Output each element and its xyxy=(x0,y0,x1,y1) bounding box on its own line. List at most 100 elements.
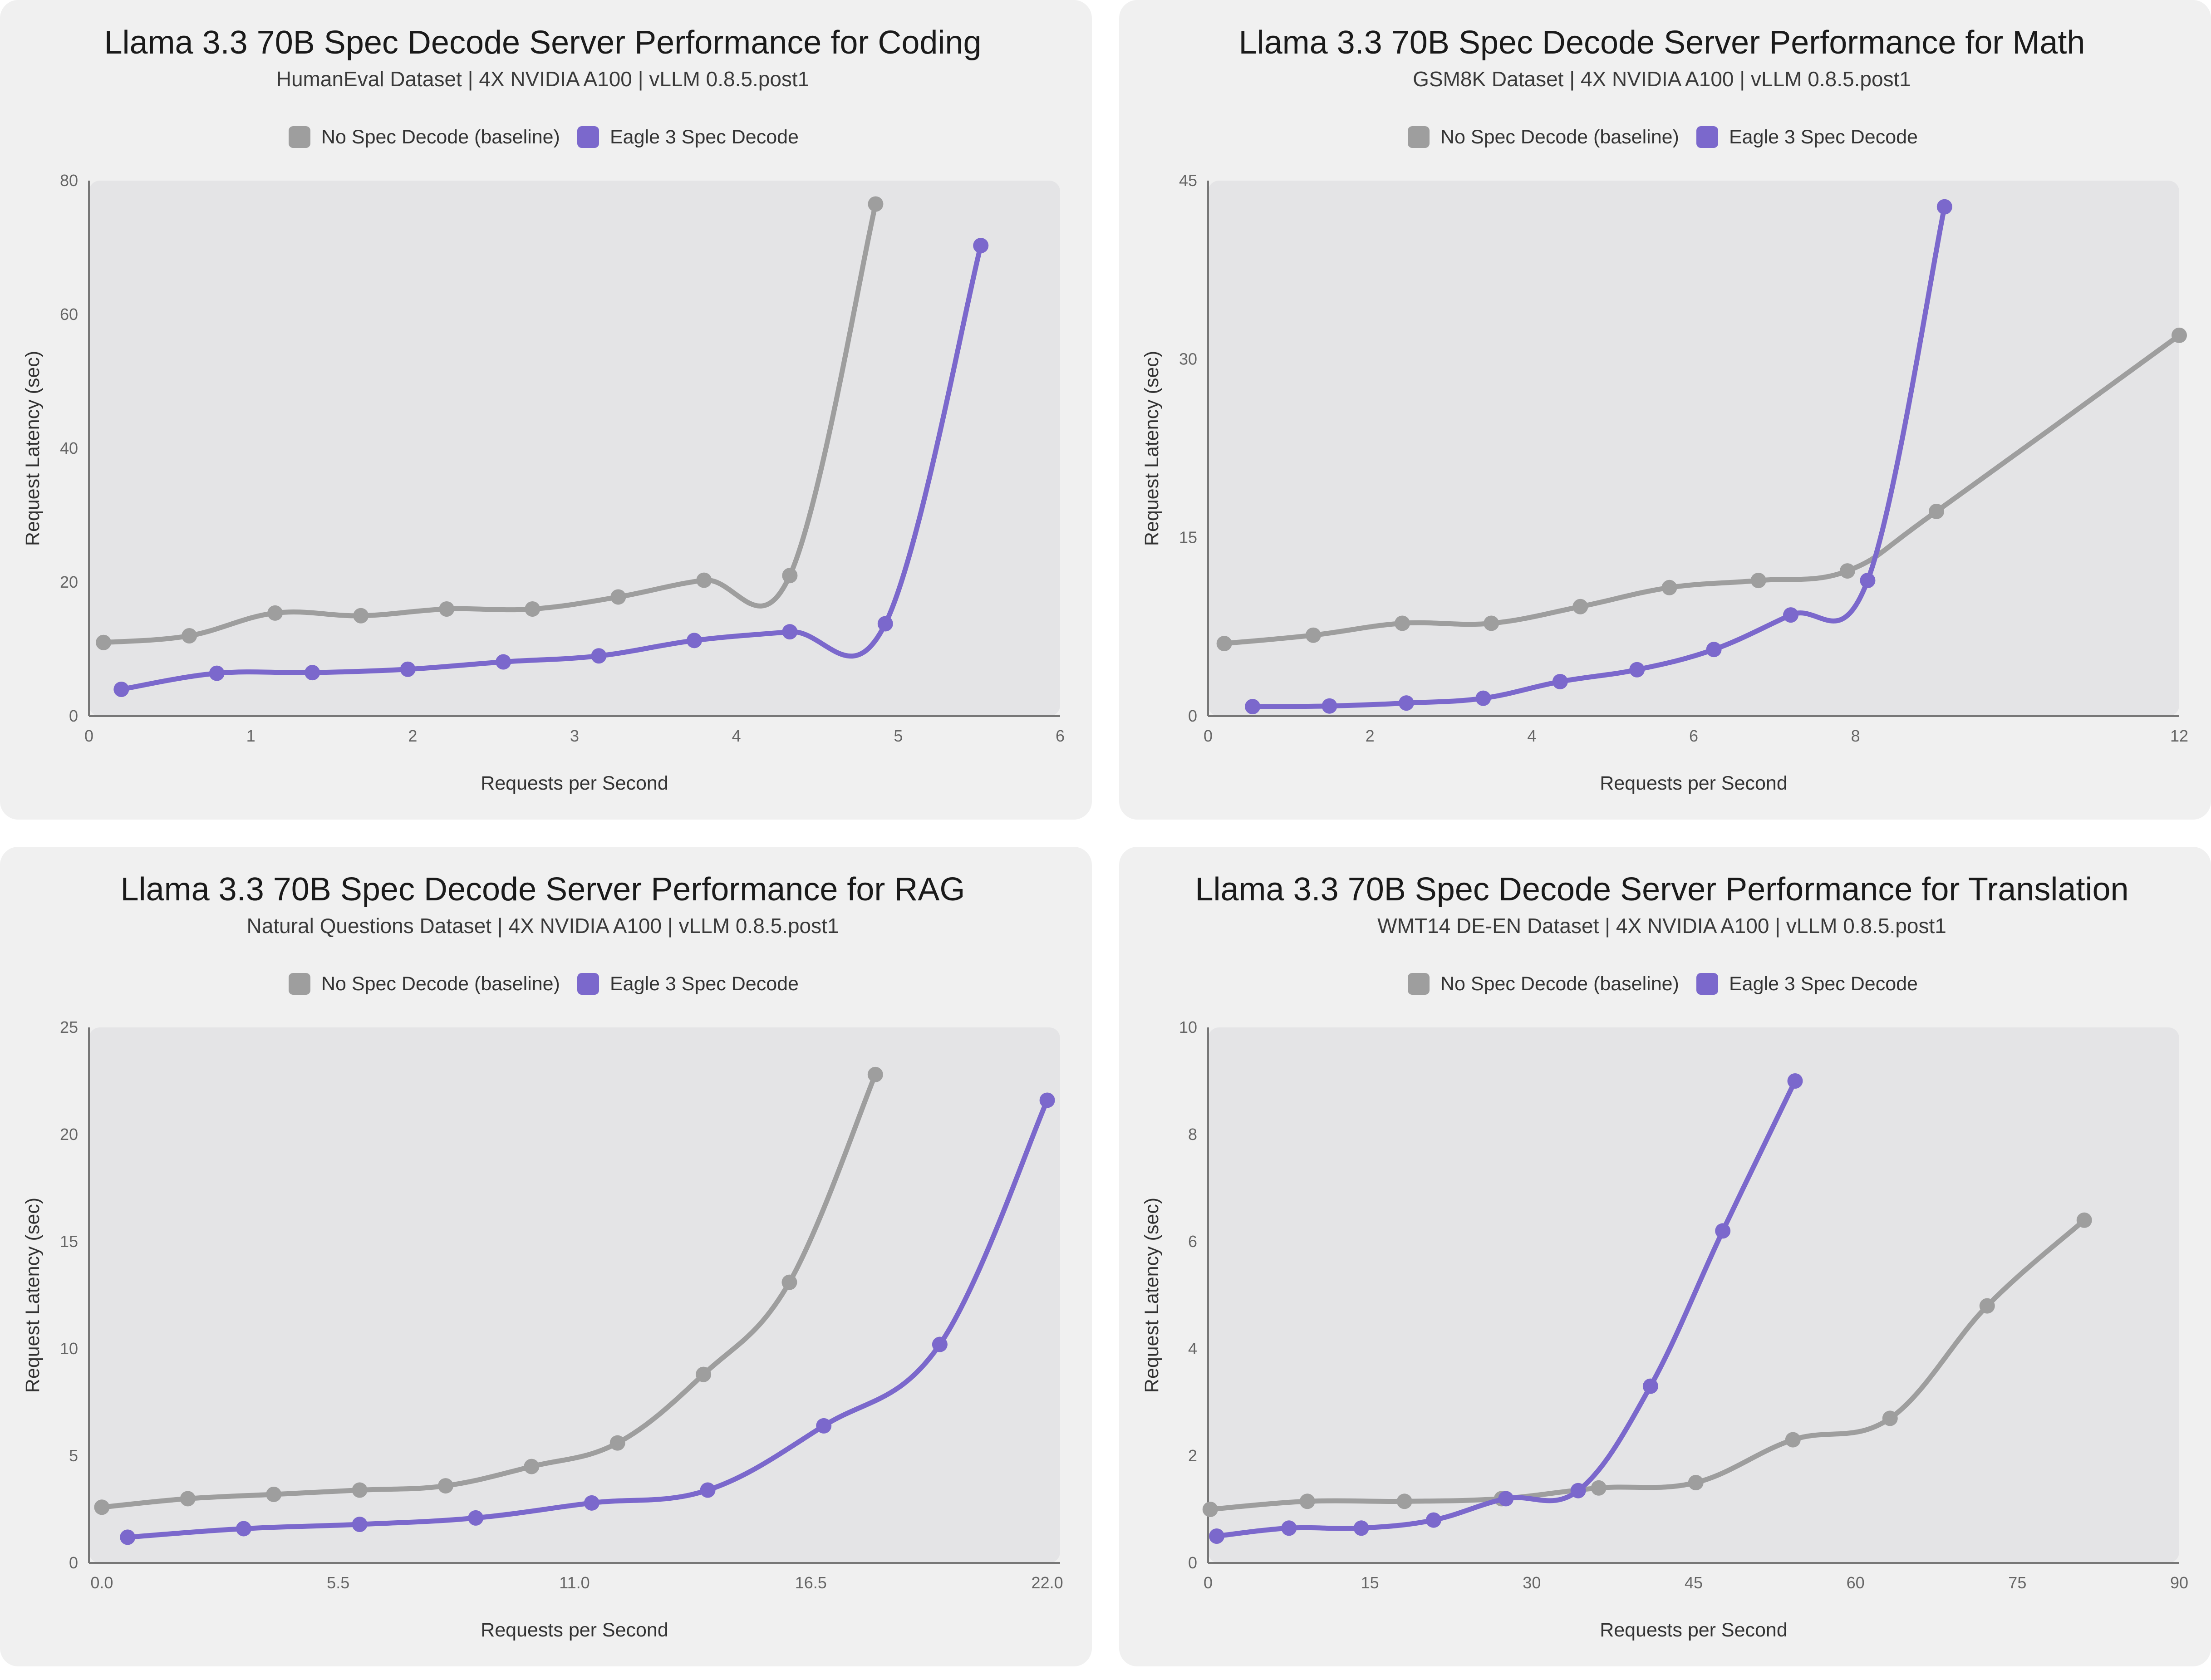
data-point xyxy=(877,616,893,632)
chart-subtitle: GSM8K Dataset | 4X NVIDIA A100 | vLLM 0.… xyxy=(1413,67,1911,91)
series-eagle xyxy=(1209,1073,1803,1544)
x-tick-label: 30 xyxy=(1523,1573,1541,1592)
legend-label: No Spec Decode (baseline) xyxy=(1440,126,1679,148)
legend: No Spec Decode (baseline) Eagle 3 Spec De… xyxy=(289,126,799,148)
data-point xyxy=(696,1366,712,1382)
chart-title: Llama 3.3 70B Spec Decode Server Perform… xyxy=(1239,25,2085,61)
panel-gap-notch xyxy=(1092,0,1119,14)
data-point xyxy=(1305,627,1321,643)
chart-title: Llama 3.3 70B Spec Decode Server Perform… xyxy=(104,25,981,61)
legend-swatch xyxy=(1408,126,1430,148)
panel-gap-notch xyxy=(1092,1653,1119,1680)
data-point xyxy=(1484,615,1499,631)
y-tick-label: 0 xyxy=(69,707,78,725)
y-tick-label: 15 xyxy=(1179,528,1197,547)
data-point xyxy=(182,628,197,644)
data-point xyxy=(1839,563,1855,579)
x-tick-label: 90 xyxy=(2170,1573,2188,1592)
data-point xyxy=(591,648,607,664)
data-point xyxy=(1979,1298,1995,1314)
panel-gap-notch xyxy=(2197,820,2211,847)
legend-swatch xyxy=(1408,973,1430,995)
legend-label: Eagle 3 Spec Decode xyxy=(1729,973,1918,995)
data-point xyxy=(1688,1475,1704,1490)
x-tick-label: 5 xyxy=(894,727,903,745)
series-eagle xyxy=(1245,199,1952,715)
data-point xyxy=(120,1529,136,1545)
chart-panel-coding: Llama 3.3 70B Spec Decode Server Perform… xyxy=(0,0,1092,820)
legend-label: No Spec Decode (baseline) xyxy=(1440,973,1679,995)
x-tick-label: 2 xyxy=(408,727,417,745)
legend-label: Eagle 3 Spec Decode xyxy=(610,126,799,148)
series-line xyxy=(1250,204,1947,709)
data-point xyxy=(1202,1502,1218,1517)
data-point xyxy=(1936,199,1952,215)
data-point xyxy=(1396,1493,1412,1509)
data-point xyxy=(816,1418,832,1434)
legend-label: No Spec Decode (baseline) xyxy=(321,126,560,148)
data-point xyxy=(1572,599,1588,614)
y-axis-label: Request Latency (sec) xyxy=(1141,1198,1163,1393)
legend-label: Eagle 3 Spec Decode xyxy=(610,973,799,995)
data-point xyxy=(94,1499,110,1515)
data-point xyxy=(932,1336,948,1352)
data-point xyxy=(1425,1512,1441,1528)
panel-gap-notch xyxy=(0,820,14,847)
data-point xyxy=(1299,1493,1315,1509)
data-point xyxy=(524,1459,540,1474)
x-tick-label: 4 xyxy=(1527,727,1536,745)
chart-subtitle: Natural Questions Dataset | 4X NVIDIA A1… xyxy=(247,914,839,938)
legend-swatch xyxy=(1696,126,1718,148)
y-tick-label: 8 xyxy=(1188,1125,1197,1144)
data-point xyxy=(1785,1432,1801,1448)
plot-area xyxy=(89,1027,1060,1563)
chart-title: Llama 3.3 70B Spec Decode Server Perform… xyxy=(121,871,965,908)
data-point xyxy=(1706,642,1722,658)
data-point xyxy=(609,1435,625,1451)
x-tick-label: 8 xyxy=(1851,727,1860,745)
data-point xyxy=(1661,580,1677,595)
data-point xyxy=(2076,1212,2092,1228)
x-axis-label: Requests per Second xyxy=(1600,1619,1788,1641)
x-tick-label: 22.0 xyxy=(1032,1573,1063,1592)
legend-label: No Spec Decode (baseline) xyxy=(321,973,560,995)
data-point xyxy=(1783,607,1798,623)
chart-math: Llama 3.3 70B Spec Decode Server Perform… xyxy=(1141,25,2188,794)
data-point xyxy=(1475,690,1491,706)
legend-swatch xyxy=(289,973,310,995)
data-point xyxy=(1787,1073,1803,1089)
data-point xyxy=(1929,503,1944,519)
data-point xyxy=(400,661,416,677)
series-eagle xyxy=(113,238,989,697)
data-point xyxy=(439,601,455,617)
chart-coding: Llama 3.3 70B Spec Decode Server Perform… xyxy=(22,25,1065,794)
data-point xyxy=(1498,1491,1514,1507)
data-point xyxy=(1642,1378,1658,1394)
data-point xyxy=(496,654,511,670)
data-point xyxy=(584,1495,599,1511)
data-point xyxy=(610,589,626,605)
x-tick-label: 45 xyxy=(1685,1573,1703,1592)
plot-area xyxy=(1208,181,2179,716)
data-point xyxy=(781,1274,797,1290)
y-tick-label: 0 xyxy=(69,1553,78,1572)
y-tick-label: 10 xyxy=(60,1339,78,1358)
x-tick-label: 15 xyxy=(1361,1573,1379,1592)
chart-rag: Llama 3.3 70B Spec Decode Server Perform… xyxy=(22,871,1063,1641)
series-eagle xyxy=(120,1092,1055,1545)
y-tick-label: 40 xyxy=(60,439,78,457)
chart-panel-math: Llama 3.3 70B Spec Decode Server Perform… xyxy=(1119,0,2211,820)
data-point xyxy=(868,196,884,212)
y-tick-label: 0 xyxy=(1188,1553,1197,1572)
x-tick-label: 11.0 xyxy=(559,1573,590,1592)
y-tick-label: 4 xyxy=(1188,1339,1197,1358)
x-tick-label: 0 xyxy=(84,727,93,745)
data-point xyxy=(468,1510,484,1526)
x-tick-label: 6 xyxy=(1689,727,1698,745)
x-tick-label: 0 xyxy=(1204,1573,1213,1592)
x-axis-label: Requests per Second xyxy=(1600,772,1788,794)
y-tick-label: 60 xyxy=(60,305,78,324)
legend: No Spec Decode (baseline) Eagle 3 Spec De… xyxy=(1408,126,1918,148)
legend-swatch xyxy=(577,973,599,995)
legend: No Spec Decode (baseline) Eagle 3 Spec De… xyxy=(289,973,799,995)
